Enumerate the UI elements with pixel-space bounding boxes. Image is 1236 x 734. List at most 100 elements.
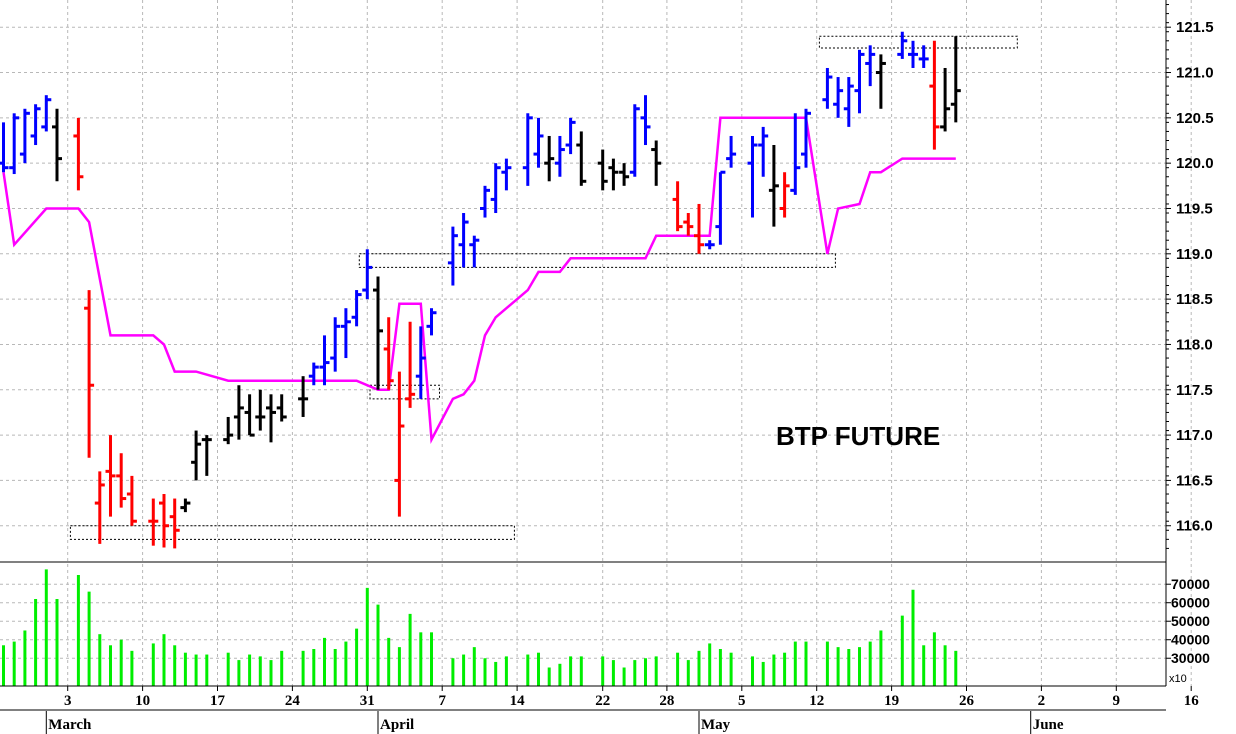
ohlc-bar xyxy=(758,126,769,177)
ohlc-bar xyxy=(544,135,555,182)
price-tick-label: 116.0 xyxy=(1176,518,1213,535)
ohlc-bar xyxy=(394,371,405,517)
volume-bars xyxy=(2,569,958,686)
ohlc-bar xyxy=(929,40,940,150)
ohlc-bar xyxy=(629,104,640,177)
ohlc-bar xyxy=(651,140,662,186)
consolidation-boxes xyxy=(69,35,1018,540)
x-day-tick-label: 17 xyxy=(210,693,226,709)
x-month-label: March xyxy=(48,717,92,733)
consolidation-box xyxy=(818,35,1018,49)
ohlc-bar xyxy=(94,471,105,544)
ohlc-bar xyxy=(865,45,876,87)
ohlc-bar xyxy=(576,131,587,186)
ohlc-bar xyxy=(362,249,373,300)
ohlc-bar xyxy=(52,108,62,182)
ohlc-bar xyxy=(447,226,458,286)
x-day-tick-label: 22 xyxy=(595,693,610,709)
x-day-tick-label: 14 xyxy=(510,693,526,709)
ohlc-bar xyxy=(9,113,20,175)
chart-frame xyxy=(0,0,1167,711)
ohlc-bar xyxy=(458,213,469,268)
ohlc-bar xyxy=(19,108,30,164)
x-day-tick-label: 3 xyxy=(64,693,72,709)
ohlc-bar xyxy=(480,185,490,218)
x-day-tick-label: 26 xyxy=(959,693,975,709)
ohlc-bar xyxy=(619,163,630,186)
volume-tick-label: 50000 xyxy=(1171,613,1210,629)
price-tick-label: 120.5 xyxy=(1176,110,1214,127)
price-tick-label: 116.5 xyxy=(1176,472,1213,489)
ohlc-bar xyxy=(822,67,833,109)
x-day-tick-label: 5 xyxy=(738,693,746,709)
ohlc-bar xyxy=(833,77,844,118)
ohlc-bar xyxy=(554,135,565,177)
grid-lines xyxy=(0,0,1192,686)
price-tick-label: 119.0 xyxy=(1176,246,1213,263)
consolidation-box xyxy=(358,253,836,268)
ohlc-bar xyxy=(908,40,918,68)
price-tick-label: 118.0 xyxy=(1176,336,1213,353)
chart-title: BTP FUTURE xyxy=(776,421,940,451)
ohlc-bar xyxy=(415,326,426,399)
ohlc-bar xyxy=(704,240,715,250)
x-day-tick-label: 12 xyxy=(809,693,824,709)
ohlc-bar xyxy=(180,498,191,513)
volume-multiplier-label: x10 xyxy=(1169,673,1187,685)
ohlc-bar xyxy=(940,67,951,132)
x-day-tick-label: 19 xyxy=(884,693,899,709)
ohlc-bar xyxy=(191,430,202,481)
x-day-tick-label: 31 xyxy=(360,693,375,709)
volume-tick-label: 30000 xyxy=(1171,650,1210,666)
x-day-tick-label: 16 xyxy=(1184,693,1200,709)
ohlc-bar xyxy=(41,95,52,132)
ohlc-bar xyxy=(490,163,501,214)
ohlc-bar xyxy=(715,170,726,245)
x-month-label: April xyxy=(380,717,414,733)
consolidation-box xyxy=(69,525,515,540)
ohlc-bar xyxy=(875,54,886,109)
ohlc-bar xyxy=(950,36,961,123)
ohlc-bar xyxy=(790,113,801,195)
ohlc-bar xyxy=(330,317,341,372)
ohlc-bar xyxy=(126,475,137,526)
x-day-tick-label: 9 xyxy=(1113,693,1121,709)
ohlc-bar xyxy=(522,113,533,186)
ohlc-bar xyxy=(597,149,608,191)
ohlc-bar xyxy=(501,158,512,191)
ohlc-bar xyxy=(469,235,480,268)
x-month-label: May xyxy=(701,717,731,733)
price-tick-label: 117.5 xyxy=(1176,382,1213,399)
ohlc-bar xyxy=(105,435,116,517)
ohlc-bar xyxy=(308,362,319,386)
ohlc-bar xyxy=(340,308,351,359)
ohlc-bar xyxy=(73,117,84,191)
x-day-tick-label: 28 xyxy=(659,693,674,709)
x-day-tick-label: 24 xyxy=(285,693,301,709)
ohlc-bar xyxy=(201,435,212,476)
axes: 3 10 17 24 31 7 14 22 28 5 12 19 26 2 9 16 March April May… xyxy=(45,4,1214,734)
ohlc-bar xyxy=(276,394,287,422)
price-tick-label: 121.5 xyxy=(1176,19,1214,36)
volume-tick-label: 40000 xyxy=(1171,632,1210,648)
ohlc-bar xyxy=(843,77,854,127)
price-tick-label: 119.5 xyxy=(1176,200,1213,217)
ohlc-bar xyxy=(897,31,908,59)
price-tick-label: 121.0 xyxy=(1176,65,1214,82)
ohlc-bar xyxy=(244,394,255,437)
ohlc-bar xyxy=(148,498,159,546)
ohlc-bar xyxy=(747,135,758,218)
ohlc-bar xyxy=(159,494,169,548)
ohlc-bar xyxy=(768,145,779,227)
ohlc-bar xyxy=(405,321,416,408)
ohlc-bar xyxy=(801,108,811,168)
ohlc-bar xyxy=(116,453,127,508)
x-day-tick-label: 2 xyxy=(1038,693,1046,709)
volume-tick-label: 70000 xyxy=(1171,576,1210,592)
ohlc-bar xyxy=(672,181,683,232)
stop-line-path xyxy=(2,116,956,445)
stop-line xyxy=(2,116,956,445)
ohlc-bar xyxy=(565,117,576,155)
volume-tick-label: 60000 xyxy=(1171,595,1210,611)
